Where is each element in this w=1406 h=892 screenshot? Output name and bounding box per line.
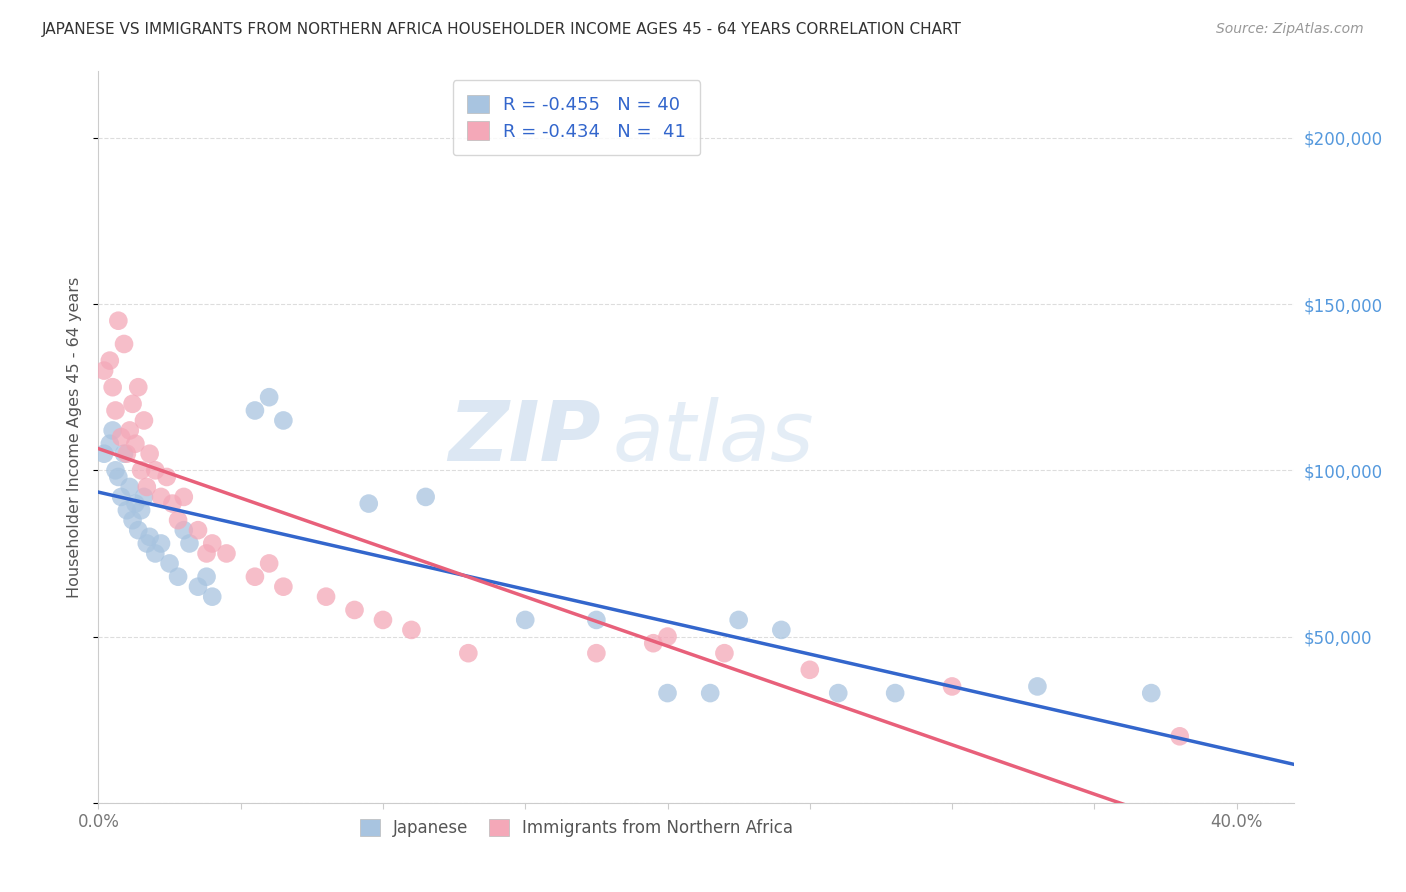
Point xyxy=(110,430,132,444)
Point xyxy=(770,623,793,637)
Point xyxy=(195,546,218,560)
Point xyxy=(138,447,160,461)
Point xyxy=(118,480,141,494)
Point xyxy=(129,463,152,477)
Point xyxy=(273,580,295,594)
Point xyxy=(1168,729,1191,743)
Point xyxy=(727,613,749,627)
Point xyxy=(201,590,224,604)
Point xyxy=(699,686,721,700)
Point xyxy=(243,403,266,417)
Point xyxy=(138,530,160,544)
Point xyxy=(124,497,146,511)
Point xyxy=(941,680,963,694)
Point xyxy=(343,603,366,617)
Point xyxy=(187,580,209,594)
Point xyxy=(98,353,121,368)
Point xyxy=(127,523,149,537)
Point xyxy=(135,480,157,494)
Point xyxy=(201,536,224,550)
Point xyxy=(195,570,218,584)
Point xyxy=(129,503,152,517)
Point xyxy=(132,413,155,427)
Point xyxy=(167,513,190,527)
Point xyxy=(187,523,209,537)
Point xyxy=(150,490,173,504)
Point xyxy=(643,636,665,650)
Point xyxy=(107,314,129,328)
Point xyxy=(101,424,124,438)
Point xyxy=(657,686,679,700)
Point xyxy=(104,403,127,417)
Point xyxy=(98,436,121,450)
Point xyxy=(93,363,115,377)
Point xyxy=(315,590,337,604)
Y-axis label: Householder Income Ages 45 - 64 years: Householder Income Ages 45 - 64 years xyxy=(67,277,83,598)
Point xyxy=(115,447,138,461)
Point xyxy=(257,557,280,571)
Point xyxy=(457,646,479,660)
Point xyxy=(112,337,135,351)
Point xyxy=(135,536,157,550)
Point xyxy=(357,497,380,511)
Point xyxy=(121,513,143,527)
Point xyxy=(827,686,849,700)
Point xyxy=(93,447,115,461)
Point xyxy=(657,630,679,644)
Point xyxy=(143,546,166,560)
Point xyxy=(167,570,190,584)
Point xyxy=(1140,686,1163,700)
Point xyxy=(132,490,155,504)
Point xyxy=(585,613,607,627)
Point xyxy=(415,490,437,504)
Point xyxy=(150,536,173,550)
Point xyxy=(156,470,179,484)
Text: Source: ZipAtlas.com: Source: ZipAtlas.com xyxy=(1216,22,1364,37)
Point xyxy=(124,436,146,450)
Point xyxy=(1026,680,1049,694)
Point xyxy=(110,490,132,504)
Point xyxy=(118,424,141,438)
Point xyxy=(173,490,195,504)
Text: JAPANESE VS IMMIGRANTS FROM NORTHERN AFRICA HOUSEHOLDER INCOME AGES 45 - 64 YEAR: JAPANESE VS IMMIGRANTS FROM NORTHERN AFR… xyxy=(42,22,962,37)
Point xyxy=(143,463,166,477)
Point xyxy=(127,380,149,394)
Point xyxy=(515,613,537,627)
Point xyxy=(159,557,181,571)
Point xyxy=(257,390,280,404)
Point xyxy=(104,463,127,477)
Point xyxy=(107,470,129,484)
Point xyxy=(173,523,195,537)
Point xyxy=(401,623,423,637)
Point xyxy=(112,447,135,461)
Point xyxy=(273,413,295,427)
Point xyxy=(215,546,238,560)
Point xyxy=(799,663,821,677)
Point xyxy=(585,646,607,660)
Text: ZIP: ZIP xyxy=(447,397,600,477)
Point xyxy=(713,646,735,660)
Point xyxy=(243,570,266,584)
Point xyxy=(884,686,907,700)
Point xyxy=(101,380,124,394)
Point xyxy=(115,503,138,517)
Point xyxy=(162,497,184,511)
Text: atlas: atlas xyxy=(613,397,814,477)
Point xyxy=(121,397,143,411)
Point xyxy=(371,613,394,627)
Legend: Japanese, Immigrants from Northern Africa: Japanese, Immigrants from Northern Afric… xyxy=(352,811,801,846)
Point xyxy=(179,536,201,550)
